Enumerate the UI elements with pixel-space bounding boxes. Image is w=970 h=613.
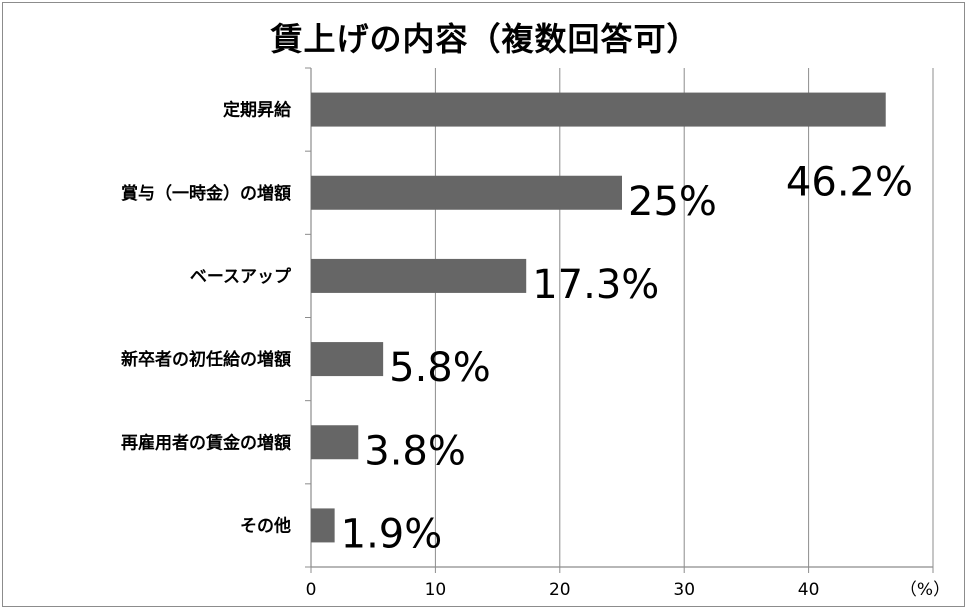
- chart-title: 賃上げの内容（複数回答可）: [270, 20, 700, 58]
- x-unit-label: （%）: [900, 580, 950, 600]
- data-label: 3.8%: [364, 428, 466, 474]
- data-label: 17.3%: [532, 262, 659, 308]
- data-label: 5.8%: [389, 345, 491, 391]
- category-label: その他: [240, 515, 291, 536]
- data-label: 46.2%: [786, 160, 913, 206]
- bar: [311, 258, 527, 293]
- x-tick-label: 40: [798, 580, 820, 600]
- bar: [311, 508, 335, 543]
- category-label: 再雇用者の賃金の増額: [121, 432, 291, 453]
- category-label: 新卒者の初任給の増額: [121, 349, 291, 370]
- bar: [311, 425, 359, 460]
- category-label: ベースアップ: [190, 266, 292, 287]
- x-tick-label: 0: [306, 580, 317, 600]
- category-label: 定期昇給: [223, 100, 292, 121]
- bar: [311, 92, 886, 127]
- bar: [311, 342, 384, 377]
- x-tick-label: 30: [673, 580, 695, 600]
- bar: [311, 175, 622, 210]
- data-label: 25%: [628, 179, 717, 225]
- x-tick-label: 10: [425, 580, 447, 600]
- category-label: 賞与（一時金）の増額: [121, 183, 291, 204]
- data-label: 1.9%: [341, 511, 443, 557]
- x-tick-label: 20: [549, 580, 571, 600]
